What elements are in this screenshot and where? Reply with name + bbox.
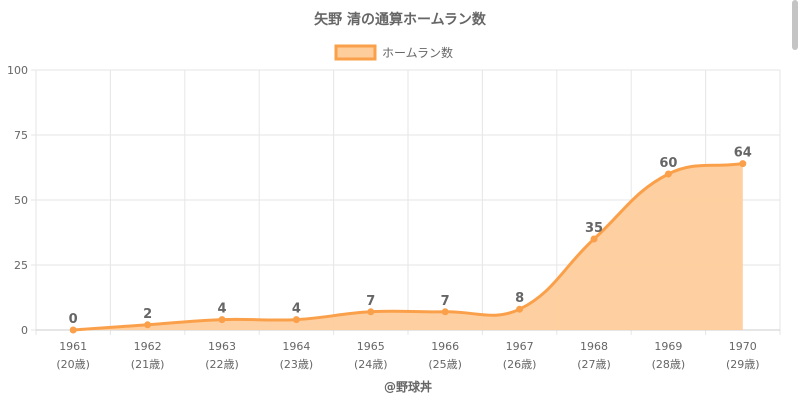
- data-label: 7: [441, 294, 450, 309]
- x-tick-sublabel: (26歳): [503, 358, 537, 371]
- data-label: 60: [659, 156, 677, 171]
- data-label: 4: [292, 302, 301, 317]
- chart-title: 矢野 清の通算ホームラン数: [314, 11, 487, 28]
- x-tick-label: 1966: [431, 340, 459, 353]
- data-label: 2: [143, 307, 152, 322]
- legend[interactable]: ホームラン数: [334, 44, 453, 61]
- x-tick-label: 1963: [208, 340, 236, 353]
- data-label: 4: [217, 302, 226, 317]
- data-point: [441, 308, 449, 316]
- data-label: 35: [585, 221, 603, 236]
- x-tick-sublabel: (29歳): [726, 358, 760, 371]
- x-tick-sublabel: (25歳): [428, 358, 462, 371]
- y-tick-label: 100: [7, 64, 28, 77]
- x-tick-sublabel: (23歳): [280, 358, 314, 371]
- series-line: [73, 162, 744, 332]
- x-tick-label: 1967: [506, 340, 534, 353]
- data-label: 8: [515, 291, 524, 306]
- scrollbar[interactable]: [792, 0, 798, 50]
- data-point: [590, 235, 598, 243]
- data-label: 0: [69, 312, 78, 327]
- data-label: 7: [366, 294, 375, 309]
- x-tick-label: 1964: [282, 340, 310, 353]
- data-point: [739, 160, 747, 168]
- y-tick-label: 0: [21, 324, 28, 337]
- data-point: [69, 326, 77, 334]
- x-tick-label: 1961: [59, 340, 87, 353]
- data-point: [292, 316, 300, 324]
- legend-label: ホームラン数: [382, 45, 453, 60]
- data-point: [516, 305, 524, 313]
- y-tick-label: 75: [14, 129, 28, 142]
- x-tick-sublabel: (27歳): [577, 358, 611, 371]
- credit: @野球丼: [384, 379, 432, 394]
- x-tick-label: 1965: [357, 340, 385, 353]
- data-labels: 0 2 4 4 7 7 8 35 60 64: [69, 146, 752, 327]
- y-tick-label: 25: [14, 259, 28, 272]
- x-tick-label: 1970: [729, 340, 757, 353]
- x-tick-label: 1962: [134, 340, 162, 353]
- data-point: [664, 170, 672, 178]
- x-tick-sublabel: (22歳): [205, 358, 239, 371]
- x-tick-sublabel: (21歳): [131, 358, 165, 371]
- y-tick-label: 50: [14, 194, 28, 207]
- x-tick-label: 1968: [580, 340, 608, 353]
- x-tick-sublabel: (28歳): [652, 358, 686, 371]
- y-axis: 0 25 50 75 100: [7, 64, 28, 337]
- data-points: [69, 160, 747, 334]
- x-axis: 1961 (20歳) 1962 (21歳) 1963 (22歳) 1964 (23歳) 1965…: [56, 340, 759, 371]
- data-point: [218, 316, 226, 324]
- data-point: [367, 308, 375, 316]
- data-label: 64: [734, 146, 752, 161]
- data-point: [144, 321, 152, 329]
- x-tick-sublabel: (24歳): [354, 358, 388, 371]
- series-area: [73, 163, 743, 330]
- x-tick-sublabel: (20歳): [56, 358, 90, 371]
- x-tick-label: 1969: [654, 340, 682, 353]
- legend-swatch: [334, 44, 377, 61]
